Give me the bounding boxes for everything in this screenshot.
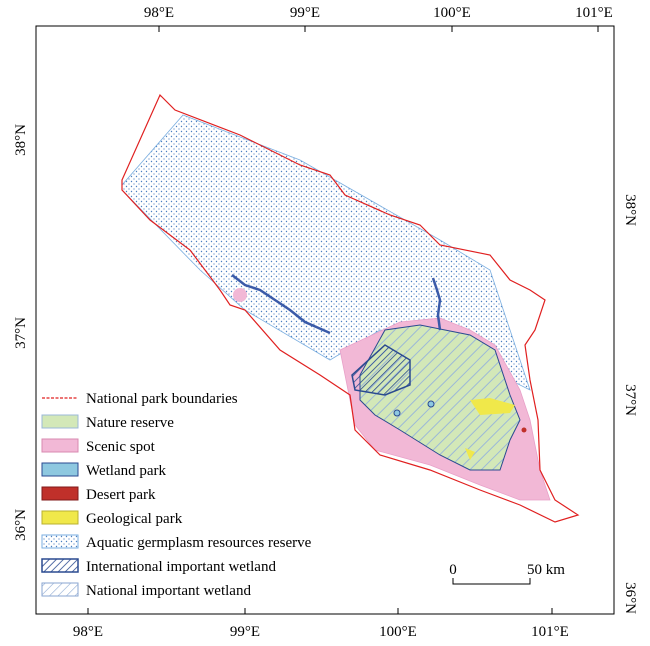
- legend-symbol: [41, 510, 79, 525]
- scale-bar: 0 50 km: [449, 562, 565, 585]
- tick-marks: [87, 26, 599, 614]
- lon-label: 99°E: [290, 5, 320, 21]
- scale-label: 50 km: [527, 562, 565, 578]
- legend-label: Aquatic germplasm resources reserve: [86, 535, 312, 551]
- lat-label: 37°N: [13, 317, 29, 349]
- national-park-boundary: [121, 93, 580, 523]
- international-wetland: [351, 344, 411, 396]
- lat-label: 37°N: [622, 384, 638, 416]
- desert-park: [521, 427, 527, 433]
- lat-label: 36°N: [13, 509, 29, 541]
- legend-symbol: [41, 486, 79, 501]
- lat-label: 38°N: [622, 194, 638, 226]
- geological-park: [470, 398, 515, 415]
- bottom-ticks: 98°E 99°E 100°E 101°E: [73, 624, 569, 640]
- legend-symbol: [41, 438, 79, 453]
- lon-label: 100°E: [379, 624, 417, 640]
- geological-park: [465, 448, 475, 460]
- lat-label: 36°N: [622, 582, 638, 614]
- scale-label: 0: [449, 562, 457, 578]
- lon-label: 100°E: [433, 5, 471, 21]
- legend-symbol: [41, 558, 79, 573]
- legend-label: National park boundaries: [86, 391, 238, 407]
- scenic-spot: [233, 288, 247, 302]
- legend-label: Wetland park: [86, 463, 167, 479]
- legend-symbol: [41, 534, 79, 549]
- lon-label: 99°E: [230, 624, 260, 640]
- legend-symbol: [41, 462, 79, 477]
- legend-label: Geological park: [86, 511, 183, 527]
- lon-label: 98°E: [144, 5, 174, 21]
- legend-symbol: [41, 582, 79, 597]
- legend-label: Desert park: [86, 487, 156, 503]
- wetland-park: [427, 400, 435, 408]
- lon-label: 101°E: [575, 5, 613, 21]
- top-ticks: 98°E 99°E 100°E 101°E: [144, 5, 613, 21]
- wetland-park: [393, 409, 401, 417]
- right-ticks: 38°N 37°N 36°N: [622, 194, 638, 614]
- lon-label: 101°E: [531, 624, 569, 640]
- legend-label: International important wetland: [86, 559, 276, 575]
- legend-label: Nature reserve: [86, 415, 174, 431]
- wetland-park: [231, 274, 442, 335]
- lon-label: 98°E: [73, 624, 103, 640]
- legend: National park boundaries Nature reserve …: [41, 391, 312, 599]
- left-ticks: 38°N 37°N 36°N: [13, 124, 29, 541]
- lat-label: 38°N: [13, 124, 29, 156]
- legend-label: National important wetland: [86, 583, 251, 599]
- legend-label: Scenic spot: [86, 439, 156, 455]
- scale-line: [452, 578, 531, 585]
- legend-symbol: [41, 414, 79, 429]
